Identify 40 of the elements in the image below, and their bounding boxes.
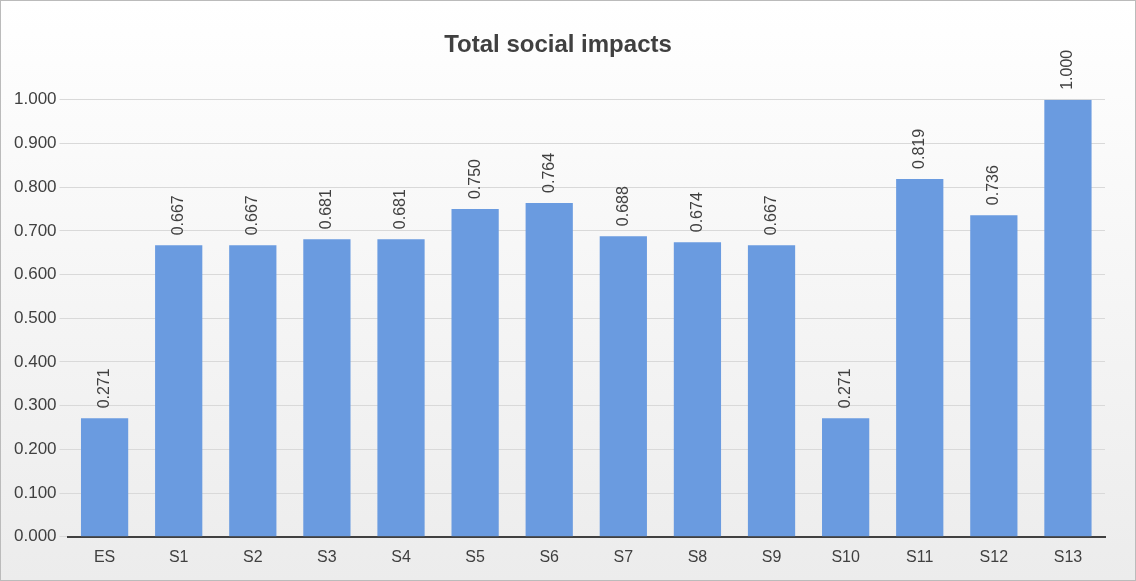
- x-tick-label: S9: [761, 547, 782, 565]
- data-label: 0.819: [910, 128, 928, 169]
- x-tick-label: S3: [317, 547, 337, 565]
- y-tick-label: 0.600: [13, 264, 57, 284]
- x-tick-label: S2: [243, 547, 263, 565]
- chart-title: Total social impacts: [444, 30, 672, 58]
- y-tick-label: 0.100: [13, 482, 57, 502]
- y-tick-label: 0.900: [13, 133, 57, 153]
- data-label: 1.000: [1058, 49, 1076, 90]
- y-tick-label: 0.400: [13, 351, 57, 371]
- x-tick-label: S1: [168, 547, 189, 565]
- x-tick-label: S4: [391, 547, 411, 565]
- data-label: 0.271: [836, 368, 854, 409]
- x-tick-label: S7: [613, 547, 634, 565]
- data-label: 0.681: [317, 189, 335, 230]
- x-tick-label: ES: [93, 547, 116, 565]
- x-tick-label: S5: [465, 547, 485, 565]
- y-tick-label: 0.500: [13, 307, 57, 327]
- data-label: 0.667: [761, 195, 779, 236]
- data-label: 0.681: [391, 189, 409, 230]
- y-tick-label: 0.000: [13, 526, 57, 546]
- y-tick-label: 0.200: [13, 439, 57, 459]
- data-label: 0.764: [539, 152, 557, 193]
- data-label: 0.271: [95, 368, 112, 409]
- x-tick-label: S10: [831, 547, 860, 565]
- data-label: 0.750: [465, 158, 483, 200]
- x-tick-label: S6: [539, 547, 560, 565]
- y-tick-label: 0.300: [13, 395, 57, 415]
- x-tick-label: S12: [979, 547, 1009, 565]
- y-tick-label: 0.700: [13, 220, 57, 240]
- data-label: 0.688: [613, 186, 631, 227]
- data-label: 0.667: [243, 195, 261, 236]
- data-label: 0.667: [169, 195, 187, 236]
- y-tick-label: 0.800: [13, 176, 57, 196]
- x-tick-label: S13: [1053, 547, 1083, 565]
- data-label: 0.736: [984, 165, 1002, 206]
- x-tick-label: S8: [687, 547, 708, 565]
- y-tick-label: 1.000: [13, 89, 57, 109]
- data-label: 0.674: [687, 192, 705, 233]
- x-tick-label: S11: [906, 547, 934, 565]
